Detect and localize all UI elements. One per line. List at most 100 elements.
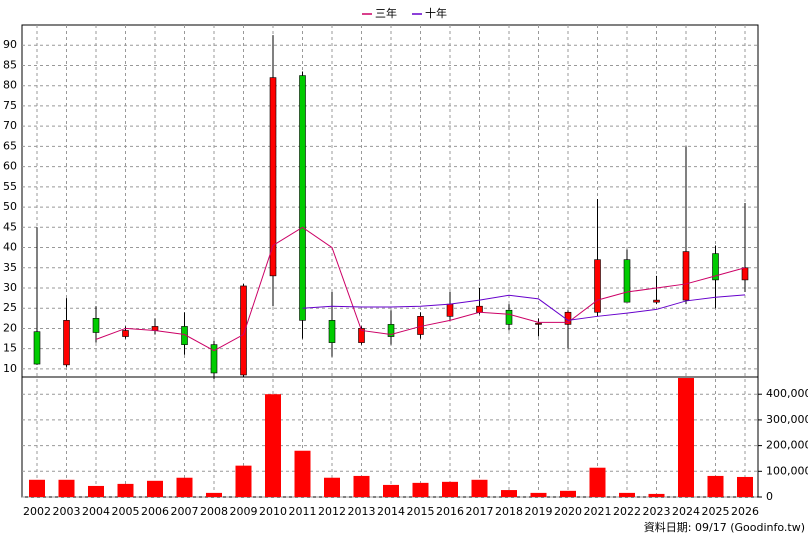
volume-bar	[147, 480, 163, 497]
y-tick-label: 75	[3, 99, 17, 112]
ma-line	[302, 294, 746, 321]
y-tick-label: 40	[3, 241, 17, 254]
candle-body	[417, 316, 424, 335]
volume-bar	[294, 450, 311, 497]
candle-body	[623, 259, 631, 303]
y-tick-label: 15	[3, 342, 17, 355]
volume-bar	[353, 475, 370, 497]
x-tick-label: 2021	[584, 505, 612, 518]
y-tick-label: 65	[3, 139, 17, 152]
candle-body	[269, 77, 277, 277]
plot-frame	[21, 24, 759, 498]
x-tick-label: 2008	[200, 505, 228, 518]
x-tick-label: 2016	[436, 505, 464, 518]
x-tick-label: 2011	[289, 505, 317, 518]
x-tick-label: 2012	[318, 505, 346, 518]
y-tick-label: 45	[3, 220, 17, 233]
candle-body	[387, 324, 395, 337]
candle-body	[358, 328, 365, 343]
x-tick-label: 2025	[702, 505, 730, 518]
volume-bar	[737, 476, 753, 497]
volume-bar	[442, 481, 458, 497]
x-tick-label: 2013	[348, 505, 376, 518]
x-tick-label: 2018	[495, 505, 523, 518]
y-tick-label: 35	[3, 261, 17, 274]
volume-bar	[560, 490, 576, 497]
candle-body	[505, 309, 513, 325]
volume-bar	[29, 479, 45, 497]
y-tick-label: 90	[3, 38, 17, 51]
volume-bar	[530, 492, 547, 497]
candle-body	[476, 305, 483, 313]
candle-body	[682, 251, 690, 301]
candle-body	[535, 322, 542, 325]
x-tick-label: 2003	[53, 505, 81, 518]
x-tick-label: 2020	[554, 505, 582, 518]
volume-bar	[678, 378, 694, 497]
candle-body	[299, 75, 306, 321]
y-tick-label: 50	[3, 200, 17, 213]
volume-bar	[619, 492, 635, 497]
x-tick-label: 2010	[259, 505, 287, 518]
x-tick-label: 2009	[230, 505, 258, 518]
candle-body	[181, 326, 188, 345]
volume-bar	[58, 479, 75, 497]
x-tick-label: 2004	[82, 505, 110, 518]
candle-body	[240, 285, 247, 376]
candle-body	[92, 318, 100, 333]
candle-body	[446, 303, 454, 317]
x-tick-label: 2024	[672, 505, 700, 518]
x-tick-label: 2019	[525, 505, 553, 518]
candle-body	[653, 299, 660, 303]
volume-bar	[88, 485, 104, 497]
x-tick-label: 2015	[407, 505, 435, 518]
y-tick-label: 55	[3, 180, 17, 193]
x-tick-label: 2026	[731, 505, 759, 518]
candle-body	[33, 331, 41, 365]
volume-bar	[206, 492, 222, 497]
x-tick-label: 2002	[23, 505, 51, 518]
candle-body	[122, 330, 129, 337]
candle-body	[210, 344, 218, 374]
y-tick-label: 20	[3, 321, 17, 334]
y-tick-label: 30	[3, 281, 17, 294]
volume-bar	[412, 482, 429, 497]
volume-bar	[117, 483, 134, 497]
footnote: 資料日期: 09/17 (Goodinfo.tw)	[644, 520, 805, 534]
y-tick-label: 400,000	[766, 387, 808, 400]
y-tick-label: 200,000	[766, 439, 808, 452]
y-tick-label: 0	[766, 490, 773, 503]
volume-bar	[235, 465, 252, 497]
y-tick-label: 100,000	[766, 464, 808, 477]
legend-label: 三年	[375, 6, 397, 20]
y-tick-label: 25	[3, 301, 17, 314]
volume-bar	[501, 490, 517, 497]
candle-body	[741, 267, 749, 281]
y-tick-label: 60	[3, 160, 17, 173]
volume-bar	[383, 484, 399, 497]
candle-body	[594, 259, 601, 313]
volume-bar	[589, 467, 606, 497]
volume-bar	[176, 477, 193, 497]
y-tick-label: 80	[3, 79, 17, 92]
x-tick-label: 2022	[613, 505, 641, 518]
x-tick-label: 2006	[141, 505, 169, 518]
y-tick-label: 85	[3, 58, 17, 71]
ma-line	[95, 226, 746, 352]
candle-body	[63, 320, 70, 366]
legend-label: 十年	[425, 6, 447, 20]
x-tick-label: 2014	[377, 505, 405, 518]
candle-body	[712, 253, 719, 281]
x-tick-label: 2017	[466, 505, 494, 518]
x-tick-label: 2005	[112, 505, 140, 518]
volume-bar	[265, 394, 281, 497]
y-tick-label: 70	[3, 119, 17, 132]
volume-bar	[324, 477, 340, 497]
x-tick-label: 2007	[171, 505, 199, 518]
volume-bar	[707, 475, 724, 497]
y-tick-label: 10	[3, 362, 17, 375]
y-tick-label: 300,000	[766, 413, 808, 426]
x-tick-label: 2023	[643, 505, 671, 518]
volume-bar	[471, 479, 488, 497]
